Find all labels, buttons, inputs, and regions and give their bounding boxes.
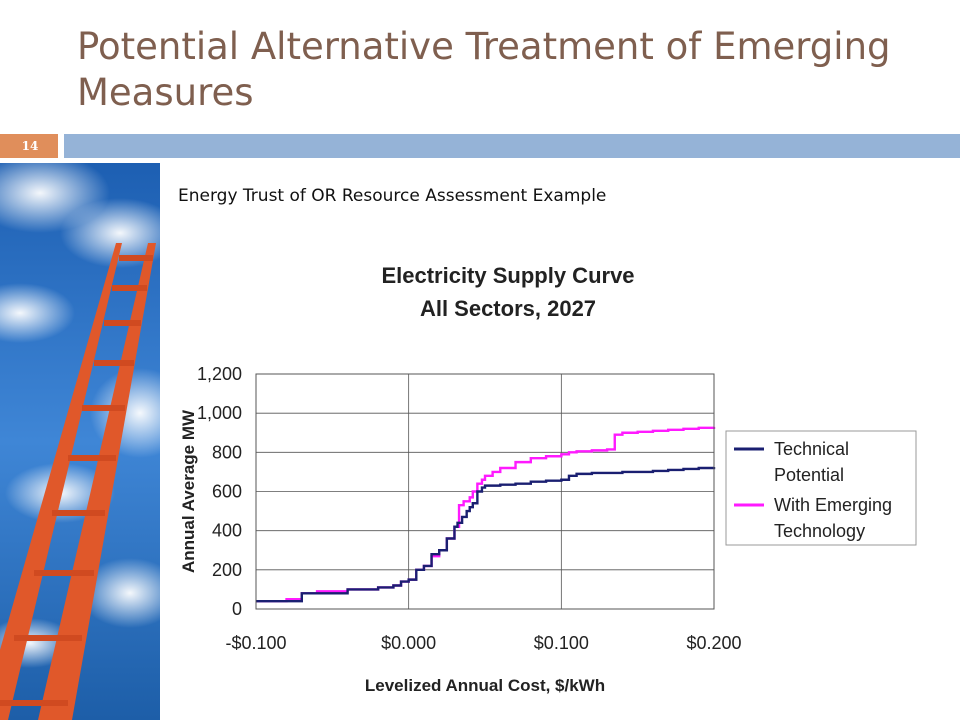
slide-number-badge: 14 [0,134,58,158]
x-tick-label: $0.200 [686,633,741,653]
title-divider-bar [64,134,960,158]
legend-label-technical-potential: Technical [774,439,849,459]
legend-label-with-emerging-technology: With Emerging [774,495,892,515]
chart-legend: Technical Potential With Emerging Technolog… [725,430,917,546]
y-tick-label: 0 [232,599,242,619]
chart-title-line-2: All Sectors, 2027 [420,296,596,321]
y-tick-label: 600 [212,482,242,502]
y-tick-label: 400 [212,521,242,541]
x-axis-label: Levelized Annual Cost, $/kWh [365,676,605,695]
slide-subtitle: Energy Trust of OR Resource Assessment E… [178,186,607,206]
x-tick-label: -$0.100 [225,633,286,653]
x-tick-label: $0.000 [381,633,436,653]
plot-frame [255,373,715,610]
supply-curve-chart: Electricity Supply Curve All Sectors, 20… [179,263,917,695]
ladder-to-sky-image [0,163,160,720]
series-line-with-emerging-technology [256,426,716,603]
chart-title-line-1: Electricity Supply Curve [381,263,634,288]
legend-label-technical-potential: Potential [774,465,844,485]
y-tick-label: 800 [212,442,242,462]
y-tick-label: 1,000 [197,403,242,423]
x-tick-label: $0.100 [534,633,589,653]
y-tick-label: 200 [212,560,242,580]
y-tick-label: 1,200 [197,364,242,384]
legend-label-with-emerging-technology: Technology [774,521,865,541]
slide-title: Potential Alternative Treatment of Emerg… [77,25,891,114]
y-axis-label: Annual Average MW [179,409,198,573]
series-line-technical-potential [256,466,716,603]
